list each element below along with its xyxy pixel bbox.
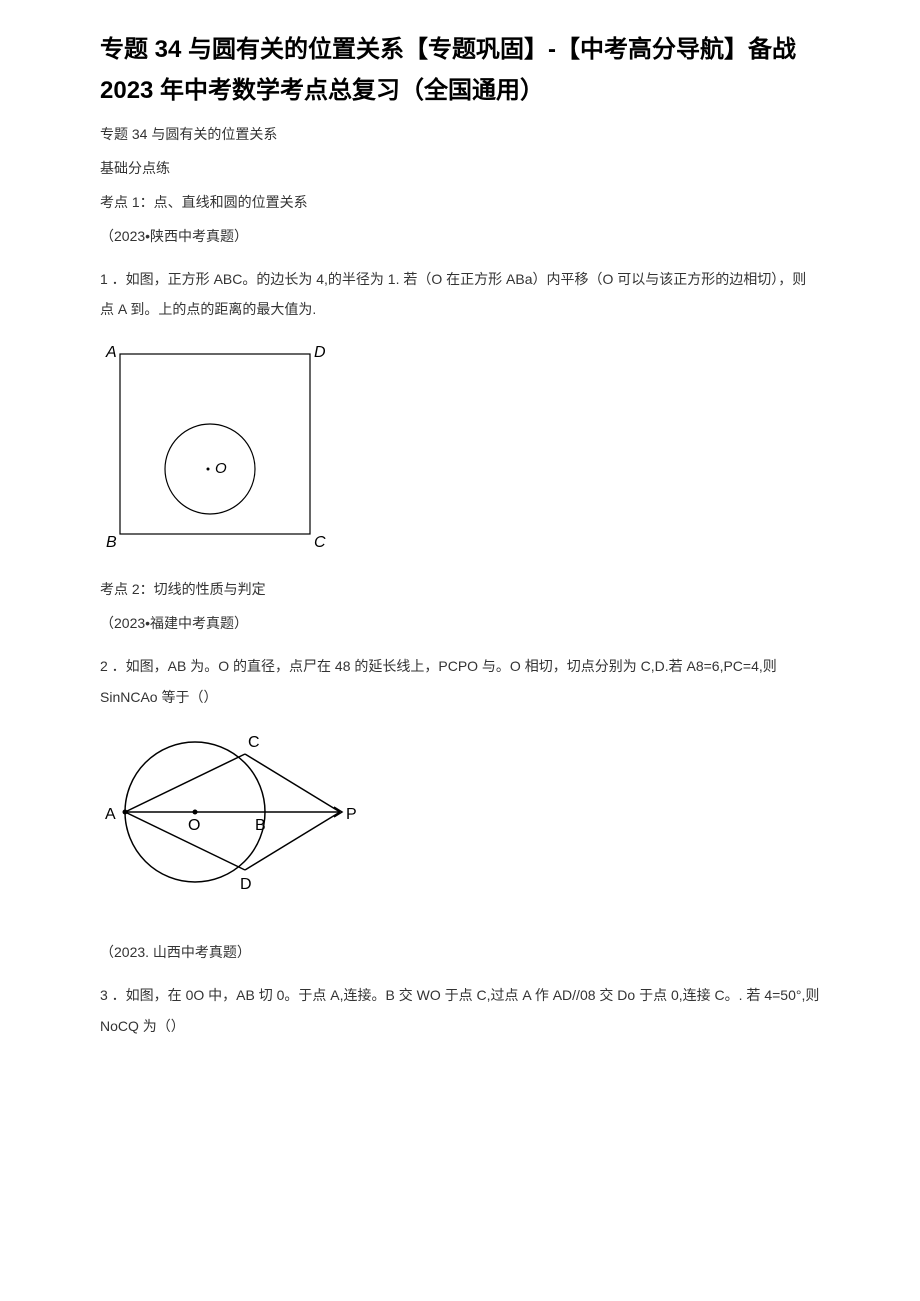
label-c: C [314,534,326,551]
source-3: （2023. 山西中考真题） [100,942,820,962]
label-d: D [314,344,326,361]
question-3: 3 ．如图，在 0O 中，AB 切 0。于点 A,连接。B 交 WO 于点 C,… [100,980,820,1042]
section-label: 基础分点练 [100,158,820,178]
label-b2: B [255,817,266,834]
label-c2: C [248,734,260,751]
subtitle: 专题 34 与圆有关的位置关系 [100,124,820,144]
label-p2: P [346,806,357,823]
label-a2: A [105,806,116,823]
label-o2: O [188,817,200,834]
page-title: 专题 34 与圆有关的位置关系【专题巩固】-【中考高分导航】备战 2023 年中… [100,30,820,112]
label-o: O [215,460,227,477]
label-d2: D [240,876,252,893]
source-2: （2023•福建中考真题） [100,613,820,633]
label-a: A [105,344,117,361]
question-1: 1 ．如图，正方形 ABC。的边长为 4,的半径为 1. 若（O 在正方形 AB… [100,264,820,326]
figure-1: A D B C O [100,339,820,559]
kaodian-1: 考点 1：点、直线和圆的位置关系 [100,192,820,212]
figure-2: A O B P C D [100,727,820,902]
question-2: 2 ．如图，AB 为。O 的直径，点尸在 48 的延长线上，PCPO 与。O 相… [100,651,820,713]
label-b: B [106,534,117,551]
source-1: （2023•陕西中考真题） [100,226,820,246]
kaodian-2: 考点 2：切线的性质与判定 [100,579,820,599]
